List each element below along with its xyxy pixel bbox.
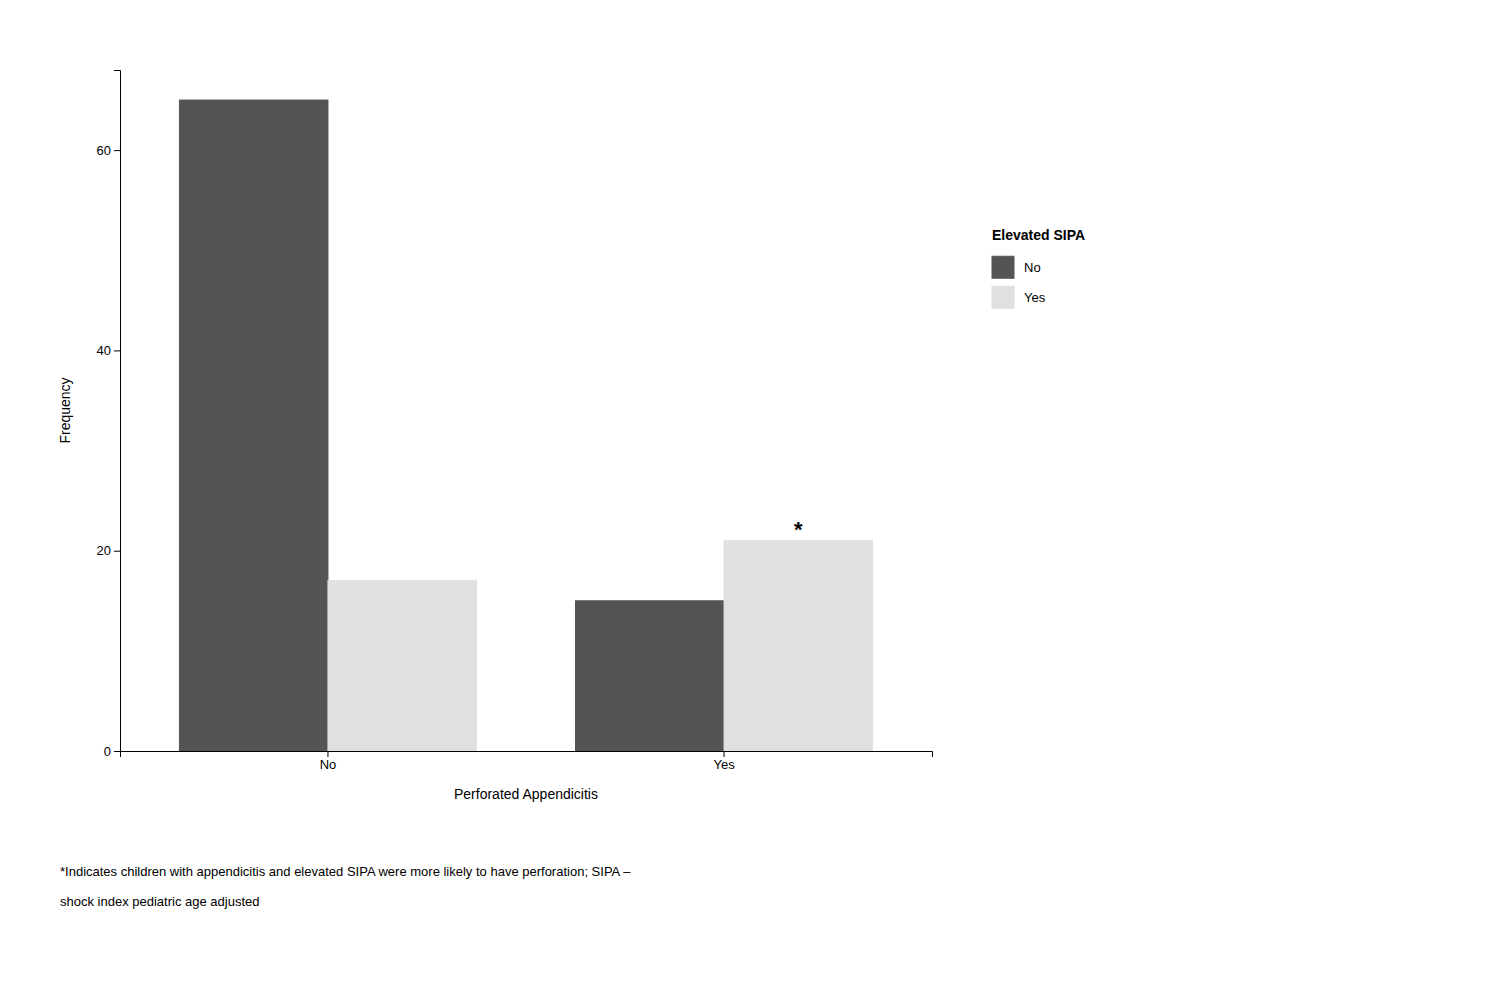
bar: [328, 581, 477, 751]
annotations: *: [794, 517, 803, 542]
x-axis-title: Perforated Appendicitis: [454, 786, 598, 802]
tick-label: 20: [97, 543, 111, 558]
footnote: *Indicates children with appendicitis an…: [60, 864, 631, 879]
legend-label: Yes: [1024, 290, 1046, 305]
tick-label: No: [320, 757, 337, 772]
bars: [179, 100, 872, 751]
axis-line: [121, 752, 933, 758]
tick: Yes: [713, 751, 735, 772]
bar: [724, 541, 873, 751]
tick-mark: [114, 751, 120, 752]
footnote: shock index pediatric age adjusted: [60, 894, 259, 909]
bar-series: [328, 541, 873, 751]
plot-area: 0 20 40 60 No Yes *: [97, 71, 933, 773]
tick: 20: [97, 543, 120, 558]
tick: No: [320, 751, 337, 772]
bar-series: [179, 100, 724, 751]
y-axis: 0 20 40 60: [97, 71, 121, 759]
tick-label: 40: [97, 343, 111, 358]
tick: 40: [97, 343, 120, 358]
footnotes: *Indicates children with appendicitis an…: [60, 864, 631, 909]
axis-line: [114, 71, 121, 752]
legend-label: No: [1024, 260, 1041, 275]
tick-mark: [114, 150, 120, 151]
tick-label: 0: [104, 744, 111, 759]
tick: 60: [97, 143, 120, 158]
tick-label: Yes: [713, 757, 735, 772]
tick-label: 60: [97, 143, 111, 158]
bar: [179, 100, 328, 751]
legend-swatch: [992, 256, 1014, 278]
tick-mark: [724, 751, 725, 757]
legend: Elevated SIPA No Yes: [992, 227, 1085, 308]
tick-mark: [114, 551, 120, 552]
bar: [576, 601, 725, 751]
legend-title: Elevated SIPA: [992, 227, 1085, 243]
x-axis: No Yes: [121, 751, 933, 772]
chart: 0 20 40 60 No Yes * Perforated Appendicitis Freq…: [0, 0, 1502, 981]
legend-item: Yes: [992, 286, 1046, 308]
tick-mark: [114, 350, 120, 351]
tick-mark: [327, 751, 328, 757]
legend-item: No: [992, 256, 1041, 278]
annotation: *: [794, 517, 803, 542]
legend-swatch: [992, 286, 1014, 308]
tick: 0: [104, 744, 120, 759]
y-axis-title: Frequency: [57, 377, 73, 443]
